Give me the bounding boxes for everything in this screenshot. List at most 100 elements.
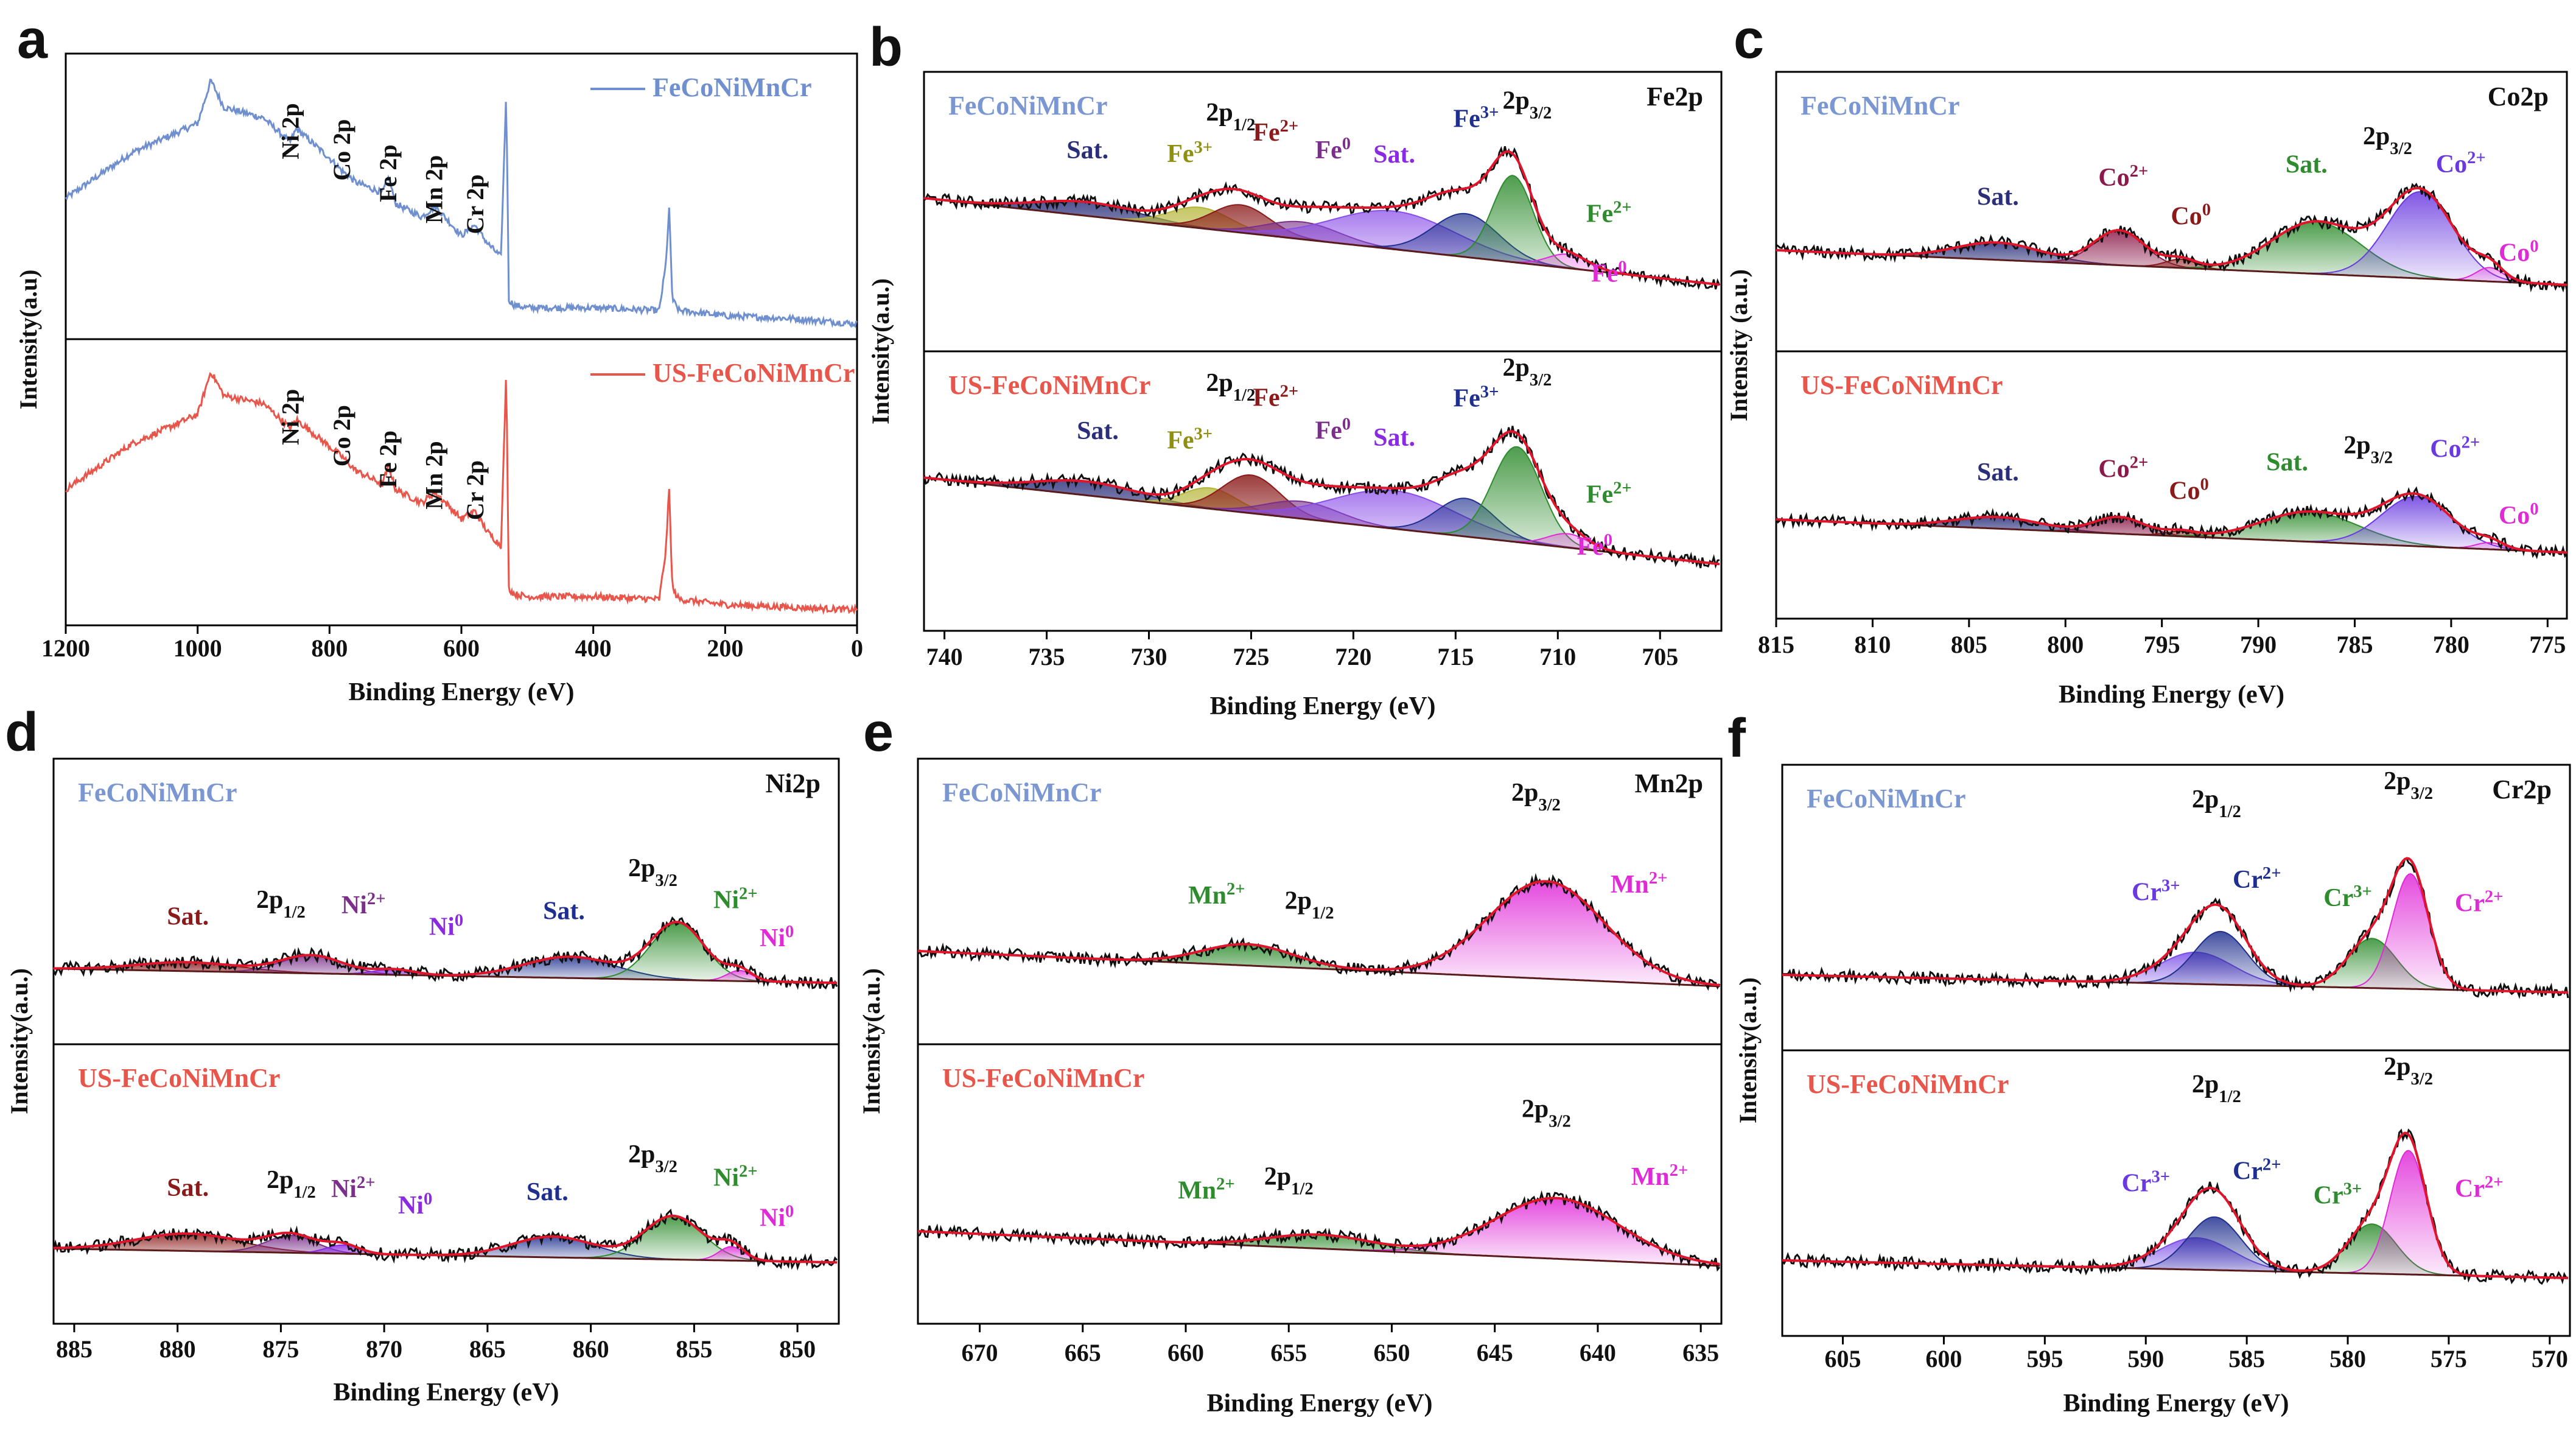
panel-c-top-label-3: Sat. bbox=[2286, 150, 2328, 178]
panel-b-bottom-label-4: Fe0 bbox=[1315, 415, 1351, 445]
panel-e-element: Mn2p bbox=[1635, 768, 1703, 798]
panel-c-top-label-4: 2p3/2 bbox=[2363, 122, 2412, 158]
panel-c-bottom-label-6: Co0 bbox=[2499, 499, 2539, 530]
panel-c-top-label-0: Sat. bbox=[1977, 183, 2019, 211]
panel-d-bottom-label-7: Ni0 bbox=[760, 1202, 794, 1232]
panel-a-legend-0: FeCoNiMnCr bbox=[653, 72, 812, 102]
panel-d-top-fit bbox=[54, 921, 837, 985]
panel-a-annotation-0-1: Co 2p bbox=[328, 119, 355, 181]
panel-a-xlabel: Binding Energy (eV) bbox=[348, 678, 574, 706]
panel-b-bottom-background bbox=[923, 477, 1720, 565]
panel-b-ylabel: Intensity(a.u.) bbox=[867, 278, 894, 424]
panel-b-top-label-9: Fe0 bbox=[1591, 258, 1627, 288]
panel-b-bottom-label-6: Fe3+ bbox=[1454, 382, 1499, 413]
panel-c-xtick-label-0: 815 bbox=[1758, 631, 1794, 658]
panel-f-top-sample: FeCoNiMnCr bbox=[1807, 784, 1966, 813]
panel-b-bottom-label-3: Fe2+ bbox=[1253, 382, 1298, 412]
panel-e-xtick-label-1: 665 bbox=[1065, 1339, 1101, 1366]
panel-c-top-label-2: Co0 bbox=[2171, 200, 2211, 231]
panel-c-element: Co2p bbox=[2488, 82, 2549, 111]
panel-f-bottom-label-0: 2p1/2 bbox=[2192, 1070, 2241, 1106]
panel-f-letter: f bbox=[1727, 708, 1746, 769]
panel-b-xlabel: Binding Energy (eV) bbox=[1209, 692, 1435, 720]
panel-b-top-background bbox=[923, 197, 1720, 286]
panel-d-bottom-label-5: 2p3/2 bbox=[628, 1140, 677, 1176]
panel-e-frame bbox=[917, 757, 1723, 1325]
panel-c-top-background bbox=[1776, 249, 2567, 286]
panel-a-series-1 bbox=[65, 371, 858, 615]
panel-b-xtick-label-7: 705 bbox=[1642, 643, 1678, 670]
panel-d-bottom-label-1: 2p1/2 bbox=[267, 1166, 316, 1202]
panel-d-bottom-raw bbox=[52, 1208, 838, 1271]
panel-b-xtick-label-5: 715 bbox=[1437, 643, 1474, 670]
panel-c-bottom-label-1: Co2+ bbox=[2098, 453, 2148, 483]
panel-d-bottom-fit bbox=[53, 1214, 837, 1264]
panel-e-ylabel: Intensity(a.u.) bbox=[858, 968, 885, 1114]
panel-c-xlabel: Binding Energy (eV) bbox=[2059, 681, 2284, 709]
panel-b-top-label-0: Sat. bbox=[1066, 136, 1108, 164]
panel-e-xtick-label-2: 660 bbox=[1167, 1339, 1204, 1366]
panel-c-top-label-1: Co2+ bbox=[2098, 162, 2148, 192]
panel-c-bottom-raw bbox=[1775, 486, 2568, 560]
panel-d-top-label-3: Ni0 bbox=[429, 911, 463, 941]
panel-e-bottom-fit bbox=[917, 1196, 1720, 1265]
panel-a-xtick-label-2: 800 bbox=[311, 634, 348, 662]
panel-a-annotation-0-0: Ni 2p bbox=[277, 103, 304, 159]
panel-e-top-component-1 bbox=[917, 880, 1720, 987]
panel-d-bottom-label-3: Ni0 bbox=[398, 1189, 432, 1220]
panel-d-top-label-4: Sat. bbox=[543, 897, 585, 925]
panel-e-top-sample: FeCoNiMnCr bbox=[942, 778, 1102, 807]
panel-d-bottom-label-2: Ni2+ bbox=[331, 1173, 376, 1204]
panel-f-top-label-5: Cr2+ bbox=[2455, 887, 2504, 918]
panel-b-bottom-label-2: 2p1/2 bbox=[1206, 369, 1255, 405]
panel-e-top-label-0: Mn2+ bbox=[1188, 879, 1245, 910]
panel-f-top-label-3: Cr3+ bbox=[2323, 882, 2372, 912]
panel-c-xtick-label-4: 795 bbox=[2144, 631, 2180, 658]
panel-e-bottom-label-3: Mn2+ bbox=[1631, 1161, 1689, 1191]
panel-e-bottom-label-1: 2p1/2 bbox=[1264, 1162, 1314, 1198]
panel-d-bottom-sample: US-FeCoNiMnCr bbox=[78, 1063, 280, 1093]
panel-e-bottom-sample: US-FeCoNiMnCr bbox=[942, 1063, 1144, 1093]
panel-c-bottom-label-2: Co0 bbox=[2169, 475, 2209, 505]
panel-c-xtick-label-6: 785 bbox=[2336, 631, 2373, 658]
panel-f-bottom-fit bbox=[1782, 1131, 2568, 1279]
panel-c-bottom-label-5: Co2+ bbox=[2430, 433, 2480, 463]
panel-f-xtick-label-6: 575 bbox=[2431, 1345, 2467, 1372]
panel-b-xtick-label-3: 725 bbox=[1233, 643, 1269, 670]
panel-e-top-raw bbox=[917, 873, 1721, 991]
panel-d-letter: d bbox=[5, 702, 38, 763]
panel-e-top-label-1: 2p1/2 bbox=[1285, 887, 1334, 922]
panel-b-bottom-label-7: 2p3/2 bbox=[1502, 354, 1552, 390]
panel-c-top-label-6: Co0 bbox=[2499, 237, 2539, 267]
panel-d-xtick-label-3: 870 bbox=[366, 1335, 402, 1363]
panel-d-xtick-label-5: 860 bbox=[573, 1335, 609, 1363]
panel-b-bottom-label-1: Fe3+ bbox=[1167, 424, 1213, 455]
panel-d-bottom-label-6: Ni2+ bbox=[713, 1162, 758, 1192]
panel-a-annotation-1-3: Mn 2p bbox=[421, 441, 448, 509]
panel-f-xtick-label-3: 590 bbox=[2127, 1345, 2164, 1372]
panel-f-ylabel: Intensity(a.u.) bbox=[1734, 977, 1762, 1123]
panel-e-xtick-label-6: 640 bbox=[1580, 1339, 1616, 1366]
panel-b-top-label-5: Sat. bbox=[1373, 141, 1415, 169]
panel-c-ylabel: Intensity (a.u.) bbox=[1725, 269, 1752, 421]
panel-f-element: Cr2p bbox=[2492, 775, 2552, 804]
panel-d-top-label-0: Sat. bbox=[167, 902, 209, 930]
panel-f-xtick-label-0: 605 bbox=[1825, 1345, 1861, 1372]
panel-e-xtick-label-7: 635 bbox=[1682, 1339, 1719, 1366]
panel-d-bottom-label-0: Sat. bbox=[167, 1174, 209, 1202]
panel-d-top-label-6: Ni2+ bbox=[713, 884, 758, 915]
panel-b-bottom-label-5: Sat. bbox=[1373, 424, 1415, 452]
panel-d-top-label-5: 2p3/2 bbox=[628, 854, 677, 890]
panel-d-bottom-label-4: Sat. bbox=[527, 1178, 569, 1206]
panel-c-frame bbox=[1775, 71, 2568, 620]
panel-a-xtick-label-4: 400 bbox=[575, 634, 612, 662]
panel-f-top-label-4: 2p3/2 bbox=[2384, 767, 2433, 803]
panel-f-top-label-1: Cr3+ bbox=[2132, 876, 2180, 907]
panel-c-xtick-label-8: 775 bbox=[2529, 631, 2566, 658]
panel-d-xtick-label-0: 885 bbox=[56, 1335, 93, 1363]
panel-f-xtick-label-1: 600 bbox=[1925, 1345, 1962, 1372]
panel-b-top-label-7: 2p3/2 bbox=[1502, 86, 1552, 122]
panel-d-top-sample: FeCoNiMnCr bbox=[78, 778, 237, 807]
panel-e-xtick-label-0: 670 bbox=[962, 1339, 998, 1366]
panel-f-xtick-label-7: 570 bbox=[2532, 1345, 2568, 1372]
